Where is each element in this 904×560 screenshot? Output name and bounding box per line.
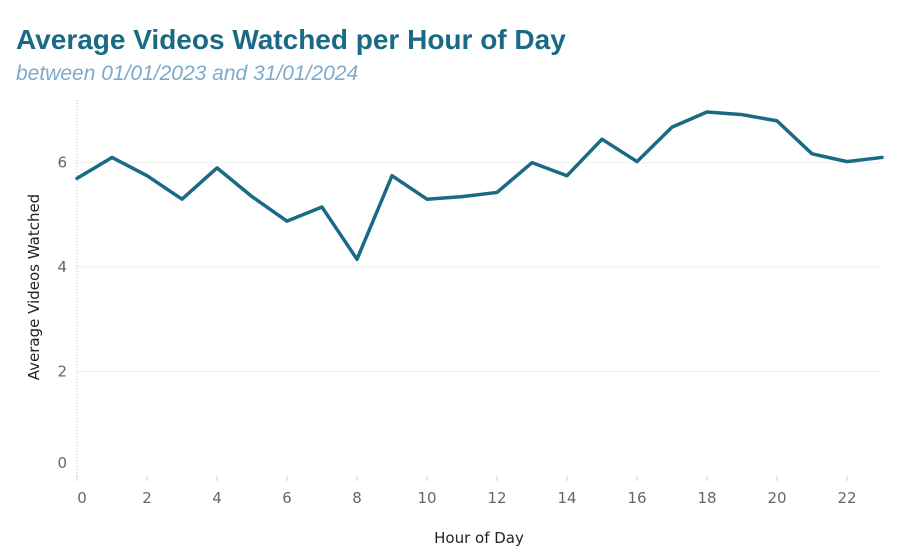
data-point[interactable] [176, 193, 188, 205]
data-point[interactable] [316, 201, 328, 213]
data-point[interactable] [526, 157, 538, 169]
x-tick-label: 16 [627, 489, 646, 507]
y-axis-title: Average Videos Watched [25, 194, 43, 380]
y-tick-label: 4 [57, 258, 67, 276]
x-axis-ticks: 0 2 4 6 8 10 12 14 16 18 20 22 [76, 476, 857, 507]
x-tick-label: 14 [557, 489, 576, 507]
x-tick-label: 6 [282, 489, 292, 507]
data-point[interactable] [841, 156, 853, 168]
x-axis-title: Hour of Day [434, 529, 524, 547]
x-tick-label: 20 [767, 489, 786, 507]
data-point[interactable] [351, 253, 363, 265]
x-tick-label: 10 [417, 489, 436, 507]
data-point[interactable] [736, 109, 748, 121]
series-line [75, 110, 884, 262]
data-point[interactable] [141, 170, 153, 182]
data-point[interactable] [596, 133, 608, 145]
data-point[interactable] [456, 191, 468, 203]
y-tick-label: 6 [57, 154, 67, 172]
x-tick-label: 2 [142, 489, 152, 507]
data-point[interactable] [386, 170, 398, 182]
data-point[interactable] [281, 215, 293, 227]
data-point[interactable] [666, 121, 678, 133]
data-point[interactable] [491, 186, 503, 198]
gridlines [77, 162, 882, 373]
data-point[interactable] [771, 115, 783, 127]
y-tick-label: 0 [57, 454, 67, 472]
x-tick-label: 12 [487, 489, 506, 507]
series-layer [71, 106, 888, 265]
data-point[interactable] [106, 151, 118, 163]
data-point[interactable] [71, 172, 83, 184]
data-point[interactable] [876, 151, 888, 163]
data-point[interactable] [701, 106, 713, 118]
y-tick-label: 2 [57, 363, 67, 381]
data-point[interactable] [211, 162, 223, 174]
data-point[interactable] [806, 148, 818, 160]
data-point[interactable] [631, 156, 643, 168]
x-tick-label: 22 [837, 489, 856, 507]
chart-title: Average Videos Watched per Hour of Day [16, 24, 566, 55]
x-tick-label: 0 [77, 489, 87, 507]
x-tick-label: 18 [697, 489, 716, 507]
data-point[interactable] [561, 170, 573, 182]
chart-subtitle: between 01/01/2023 and 31/01/2024 [16, 62, 359, 85]
y-axis-ticks: 0 2 4 6 [57, 154, 67, 472]
data-point[interactable] [421, 193, 433, 205]
x-tick-label: 8 [352, 489, 362, 507]
data-point[interactable] [246, 191, 258, 203]
x-tick-label: 4 [212, 489, 222, 507]
